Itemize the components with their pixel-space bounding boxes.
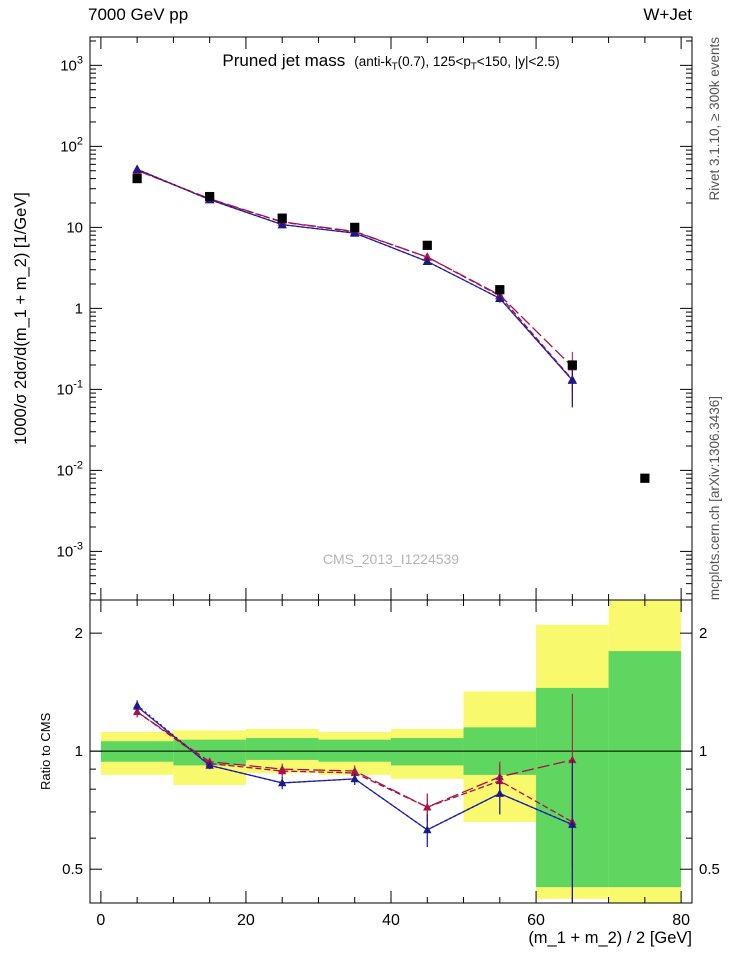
ratio-tick-label: 0.5 — [699, 861, 720, 878]
x-tick-label: 60 — [527, 912, 545, 929]
triangle-marker — [278, 764, 287, 773]
triangle-marker — [133, 700, 142, 709]
series-line-pythia-default-cd — [136, 169, 573, 381]
ratio-tick-labels: 2 2 1 1 0.5 0.5 — [62, 625, 720, 878]
y-tick-label: 10 — [66, 219, 83, 236]
y-tick-label: 103 — [60, 54, 83, 74]
cms-data-point — [495, 285, 505, 295]
triangle-marker — [278, 778, 287, 787]
x-axis-tick-labels: 0 20 40 60 80 — [96, 912, 690, 929]
triangle-marker — [568, 820, 577, 828]
rivet-version-note: Rivet 3.1.10, ≥ 300k events — [707, 37, 722, 201]
x-tick-label: 0 — [96, 912, 105, 929]
triangle-marker — [568, 755, 577, 764]
y-tick-label: 10-1 — [57, 378, 83, 398]
cms-data-point — [277, 213, 287, 223]
cms-data-point — [205, 191, 215, 202]
beam-label: 7000 GeV pp — [88, 5, 189, 24]
y-axis-label: 1000/σ 2dσ/d(m_1 + m_2) [1/GeV] — [12, 192, 30, 445]
x-tick-label: 20 — [237, 912, 255, 929]
triangle-marker — [132, 164, 142, 173]
ratio-tick-label: 1 — [75, 743, 83, 760]
triangle-marker — [423, 825, 432, 834]
series-line-pythia-default — [136, 168, 573, 381]
x-axis-label: (m_1 + m_2) / 2 [GeV] — [528, 929, 692, 947]
cms-data-point — [350, 222, 360, 232]
main-panel-frame — [89, 36, 693, 601]
ratio-tick-label: 1 — [699, 743, 707, 760]
cms-data-point — [640, 473, 650, 483]
header-row: 7000 GeV pp W+Jet — [88, 5, 692, 25]
uncertainty-band-green — [608, 651, 682, 888]
ratio-tick-label: 2 — [699, 625, 707, 642]
ratio-tick-label: 2 — [75, 625, 83, 642]
y-tick-label: 1 — [75, 300, 83, 317]
plot-title: Pruned jet mass — [222, 51, 346, 70]
triangle-marker — [205, 761, 214, 769]
triangle-marker — [495, 789, 504, 797]
series-main-pythia-default-cd — [132, 165, 577, 407]
uncertainty-band-green — [245, 738, 319, 760]
triangle-marker — [495, 293, 505, 302]
triangle-marker — [133, 707, 142, 716]
uncertainty-band-green — [391, 738, 464, 766]
plot-title-row: Pruned jet mass (anti-kT(0.7), 125<pT<15… — [90, 51, 692, 73]
axis-ticks — [90, 37, 692, 903]
y-tick-label: 10-2 — [57, 459, 83, 479]
triangle-marker — [350, 766, 359, 775]
series-main-pythia-default-mbr — [132, 164, 577, 408]
series-line-pythia-default-dl — [136, 169, 573, 368]
series-main-cms — [132, 173, 650, 483]
cms-data-point — [422, 240, 432, 250]
y-tick-label: 102 — [60, 135, 83, 155]
cms-data-point — [132, 173, 142, 184]
triangle-marker — [277, 219, 287, 229]
ratio-y-axis-label: Ratio to CMS — [38, 712, 53, 791]
series-ratio-pythia-default-mbr — [133, 700, 577, 903]
cms-data-point — [567, 360, 577, 370]
series-line-pythia-default-mbr — [136, 168, 573, 381]
plot-subtitle: (anti-kT(0.7), 125<pT<150, |y|<2.5) — [354, 54, 560, 73]
x-tick-label: 40 — [382, 912, 400, 929]
x-tick-label: 80 — [672, 912, 690, 929]
ratio-tick-label: 0.5 — [62, 861, 83, 878]
triangle-marker — [423, 802, 432, 811]
triangle-marker — [350, 774, 359, 783]
triangle-marker — [350, 228, 360, 237]
series-main-pythia-default — [132, 164, 577, 408]
triangle-marker — [567, 375, 577, 384]
process-label: W+Jet — [643, 5, 692, 24]
triangle-marker — [422, 256, 432, 266]
triangle-marker — [422, 252, 432, 261]
series-main-pythia-default-dl — [132, 165, 577, 394]
mcplots-reference-note: mcplots.cern.ch [arXiv:1306.3436] — [707, 395, 722, 600]
y-tick-label: 10-3 — [57, 540, 83, 560]
analysis-id-watermark: CMS_2013_I1224539 — [322, 551, 460, 567]
